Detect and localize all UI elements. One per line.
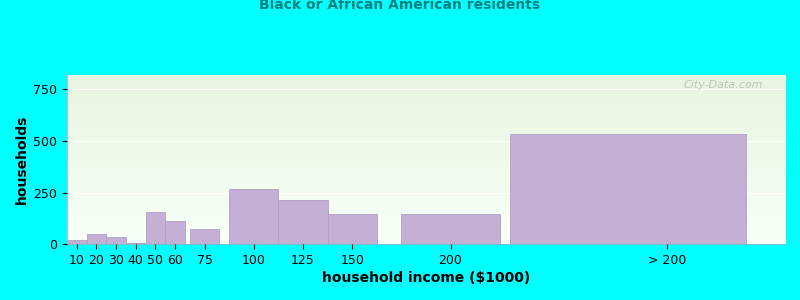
Text: Black or African American residents: Black or African American residents — [259, 0, 541, 12]
X-axis label: household income ($1000): household income ($1000) — [322, 271, 530, 285]
Bar — [106, 237, 126, 244]
Y-axis label: households: households — [15, 115, 29, 204]
Text: City-Data.com: City-Data.com — [684, 80, 763, 90]
Bar — [510, 134, 746, 244]
Bar — [402, 214, 500, 244]
Bar — [67, 240, 86, 244]
Bar — [126, 243, 146, 244]
Bar — [86, 234, 106, 244]
Bar — [166, 221, 185, 244]
Bar — [278, 200, 327, 244]
Bar — [146, 212, 166, 244]
Bar — [190, 229, 219, 244]
Bar — [327, 214, 377, 244]
Bar — [230, 190, 278, 244]
